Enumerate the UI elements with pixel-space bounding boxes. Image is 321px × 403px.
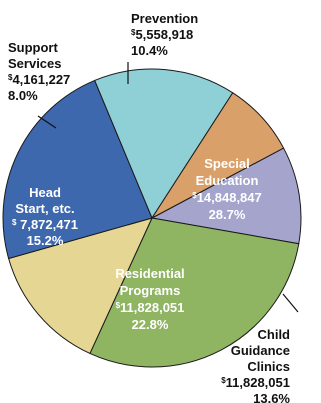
slice-percent: 10.4% bbox=[131, 43, 168, 58]
slice-name: Education bbox=[196, 173, 259, 188]
pie-slice-residential-programs bbox=[2, 79, 153, 260]
slice-amount: $5,558,918 bbox=[131, 27, 193, 42]
slice-label-child-guidance-clinics: Child Guidance Clinics $11,828,051 13.6% bbox=[221, 327, 290, 403]
slice-label-prevention: Prevention $5,558,918 10.4% bbox=[131, 11, 198, 58]
slice-amount: $11,828,051 bbox=[221, 375, 290, 390]
pie-slice-head-start-etc bbox=[94, 68, 234, 220]
pie-slice-child-guidance-clinics bbox=[8, 217, 153, 355]
slice-labels: Prevention $5,558,918 10.4%Special Educatio… bbox=[8, 11, 290, 403]
slice-name: Guidance bbox=[231, 343, 290, 358]
amount-value: 14,848,847 bbox=[197, 190, 262, 205]
leader-line-child-guidance-clinics bbox=[282, 293, 299, 313]
slice-label-support-services: Support Services $4,161,227 8.0% bbox=[8, 40, 70, 103]
currency-symbol: $ bbox=[131, 28, 136, 37]
pie-slice-prevention bbox=[150, 147, 302, 245]
leader-lines bbox=[37, 62, 299, 313]
currency-symbol: $ bbox=[192, 191, 197, 200]
slice-percent: 8.0% bbox=[8, 88, 38, 103]
amount-value: 5,558,918 bbox=[135, 27, 193, 42]
slice-name: Start, etc. bbox=[15, 201, 74, 216]
slice-amount: $ 7,872,471 bbox=[12, 217, 78, 232]
slice-percent: 13.6% bbox=[253, 391, 290, 403]
amount-value: 11,828,051 bbox=[120, 300, 184, 315]
slice-percent: 22.8% bbox=[132, 317, 169, 332]
amount-value: 7,872,471 bbox=[17, 217, 78, 232]
slice-name: Child bbox=[258, 327, 291, 342]
slice-name: Special bbox=[204, 156, 250, 171]
slice-amount: $4,161,227 bbox=[8, 72, 70, 87]
currency-symbol: $ bbox=[221, 376, 226, 385]
slice-name: Prevention bbox=[131, 11, 198, 26]
slice-label-head-start-etc: Head Start, etc. $ 7,872,471 15.2% bbox=[12, 185, 78, 248]
slice-name: Clinics bbox=[247, 359, 290, 374]
slice-name: Head bbox=[29, 185, 61, 200]
slice-name: Residential bbox=[115, 266, 184, 281]
currency-symbol: $ bbox=[12, 218, 17, 227]
pie-slice-special-education bbox=[89, 217, 300, 368]
slice-label-special-education: Special Education $14,848,847 28.7% bbox=[192, 156, 262, 222]
currency-symbol: $ bbox=[116, 301, 121, 310]
slice-name: Support bbox=[8, 40, 58, 55]
slice-amount: $11,828,051 bbox=[116, 300, 185, 315]
slice-amount: $14,848,847 bbox=[192, 190, 262, 205]
slice-percent: 28.7% bbox=[209, 207, 246, 222]
amount-value: 4,161,227 bbox=[12, 72, 70, 87]
pie-slice-support-services bbox=[150, 92, 285, 220]
currency-symbol: $ bbox=[8, 73, 13, 82]
leader-line-support-services bbox=[37, 115, 57, 129]
slice-percent: 15.2% bbox=[27, 233, 64, 248]
amount-value: 11,828,051 bbox=[226, 375, 290, 390]
slice-label-residential-programs: Residential Programs $11,828,051 22.8% bbox=[115, 266, 184, 332]
pie-slices bbox=[2, 68, 302, 368]
slice-name: Programs bbox=[120, 283, 181, 298]
slice-name: Services bbox=[8, 56, 62, 71]
